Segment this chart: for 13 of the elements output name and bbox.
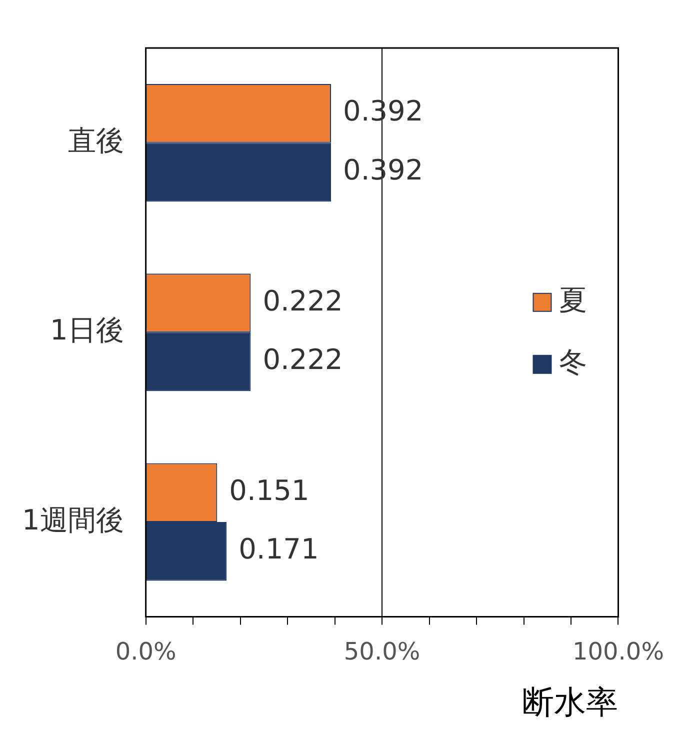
legend-label: 夏 [559, 284, 588, 317]
x-axis-title: 断水率 [522, 683, 618, 722]
y-tick-label: 直後 [68, 124, 124, 158]
x-tick-label: 100.0% [572, 637, 664, 666]
y-tick-label: 1日後 [50, 314, 124, 347]
data-label: 0.222 [262, 284, 343, 318]
data-label: 0.151 [229, 474, 310, 507]
legend-label: 冬 [559, 346, 588, 379]
data-label: 0.171 [238, 532, 319, 566]
y-tick-label: 1週間後 [22, 503, 124, 536]
data-label: 0.222 [262, 343, 343, 376]
x-tick-label: 0.0% [115, 637, 176, 666]
x-tick-label: 50.0% [344, 637, 420, 666]
